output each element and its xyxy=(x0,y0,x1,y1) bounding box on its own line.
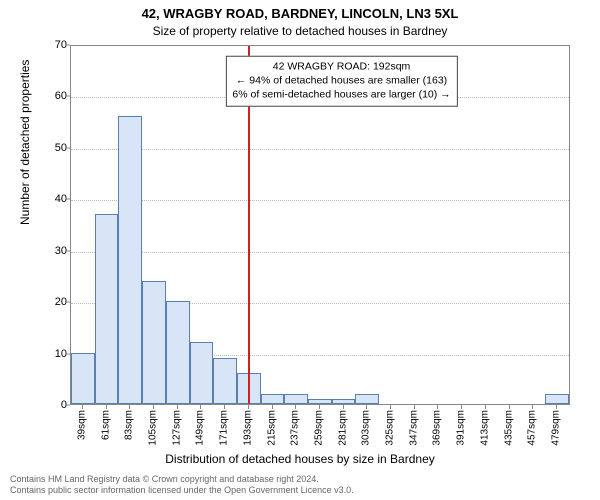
x-tick-mark xyxy=(485,405,486,409)
y-tick-label: 40 xyxy=(45,193,67,205)
y-tick-mark xyxy=(66,353,70,354)
x-tick-mark xyxy=(319,405,320,409)
y-tick-mark xyxy=(66,45,70,46)
x-tick-label: 105sqm xyxy=(147,410,158,446)
annotation-line3: 6% of semi-detached houses are larger (1… xyxy=(232,88,450,102)
x-tick-label: 149sqm xyxy=(195,410,206,446)
y-tick-mark xyxy=(66,147,70,148)
chart-title: 42, WRAGBY ROAD, BARDNEY, LINCOLN, LN3 5… xyxy=(0,6,600,21)
x-tick-label: 171sqm xyxy=(219,410,230,446)
histogram-bar xyxy=(308,399,332,404)
histogram-bar xyxy=(355,394,379,404)
chart-subtitle: Size of property relative to detached ho… xyxy=(0,24,600,38)
x-tick-mark xyxy=(390,405,391,409)
x-tick-mark xyxy=(366,405,367,409)
x-tick-mark xyxy=(82,405,83,409)
x-tick-label: 61sqm xyxy=(100,410,111,440)
y-axis-label: Number of detached properties xyxy=(18,60,32,225)
annotation-line1: 42 WRAGBY ROAD: 192sqm xyxy=(232,60,450,74)
histogram-bar xyxy=(118,116,142,404)
x-tick-label: 83sqm xyxy=(124,410,135,440)
gridline xyxy=(71,200,569,201)
x-tick-mark xyxy=(532,405,533,409)
y-tick-mark xyxy=(66,302,70,303)
histogram-bar xyxy=(190,342,214,404)
y-tick-mark xyxy=(66,199,70,200)
x-tick-mark xyxy=(200,405,201,409)
x-tick-mark xyxy=(414,405,415,409)
x-tick-mark xyxy=(106,405,107,409)
x-tick-label: 281sqm xyxy=(337,410,348,446)
histogram-bar xyxy=(332,399,356,404)
x-tick-label: 237sqm xyxy=(290,410,301,446)
y-tick-label: 70 xyxy=(45,39,67,51)
x-tick-label: 303sqm xyxy=(361,410,372,446)
annotation-box: 42 WRAGBY ROAD: 192sqm← 94% of detached … xyxy=(225,56,457,107)
histogram-bar xyxy=(261,394,285,404)
histogram-bar xyxy=(213,358,237,404)
x-tick-mark xyxy=(153,405,154,409)
x-tick-mark xyxy=(437,405,438,409)
x-tick-mark xyxy=(272,405,273,409)
chart-container: 42, WRAGBY ROAD, BARDNEY, LINCOLN, LN3 5… xyxy=(0,0,600,500)
y-tick-label: 60 xyxy=(45,90,67,102)
y-tick-mark xyxy=(66,405,70,406)
x-tick-label: 435sqm xyxy=(503,410,514,446)
x-tick-mark xyxy=(129,405,130,409)
x-tick-mark xyxy=(295,405,296,409)
y-tick-mark xyxy=(66,96,70,97)
histogram-bar xyxy=(284,394,308,404)
x-tick-label: 215sqm xyxy=(266,410,277,446)
y-tick-label: 20 xyxy=(45,296,67,308)
x-tick-label: 413sqm xyxy=(479,410,490,446)
y-axis-label-text: Number of detached properties xyxy=(18,60,32,225)
x-tick-label: 325sqm xyxy=(385,410,396,446)
x-tick-mark xyxy=(224,405,225,409)
histogram-bar xyxy=(95,214,119,404)
x-tick-label: 127sqm xyxy=(171,410,182,446)
y-tick-label: 10 xyxy=(45,348,67,360)
gridline xyxy=(71,252,569,253)
footer-attribution: Contains HM Land Registry data © Crown c… xyxy=(10,474,354,497)
x-tick-label: 457sqm xyxy=(527,410,538,446)
x-tick-label: 259sqm xyxy=(313,410,324,446)
y-tick-label: 30 xyxy=(45,245,67,257)
y-tick-mark xyxy=(66,250,70,251)
x-tick-label: 347sqm xyxy=(408,410,419,446)
x-tick-label: 479sqm xyxy=(550,410,561,446)
x-tick-label: 193sqm xyxy=(242,410,253,446)
histogram-bar xyxy=(166,301,190,404)
x-tick-mark xyxy=(509,405,510,409)
gridline xyxy=(71,149,569,150)
histogram-bar xyxy=(142,281,166,404)
x-tick-label: 39sqm xyxy=(76,410,87,440)
footer-line1: Contains HM Land Registry data © Crown c… xyxy=(10,474,354,485)
x-tick-label: 369sqm xyxy=(432,410,443,446)
histogram-bar xyxy=(71,353,95,404)
x-tick-mark xyxy=(461,405,462,409)
x-axis-label: Distribution of detached houses by size … xyxy=(0,452,600,466)
histogram-bar xyxy=(545,394,569,404)
annotation-line2: ← 94% of detached houses are smaller (16… xyxy=(232,74,450,88)
x-tick-label: 391sqm xyxy=(456,410,467,446)
x-tick-mark xyxy=(248,405,249,409)
footer-line2: Contains public sector information licen… xyxy=(10,485,354,496)
y-tick-label: 50 xyxy=(45,142,67,154)
x-tick-mark xyxy=(177,405,178,409)
x-tick-mark xyxy=(343,405,344,409)
x-tick-mark xyxy=(556,405,557,409)
y-tick-label: 0 xyxy=(45,399,67,411)
